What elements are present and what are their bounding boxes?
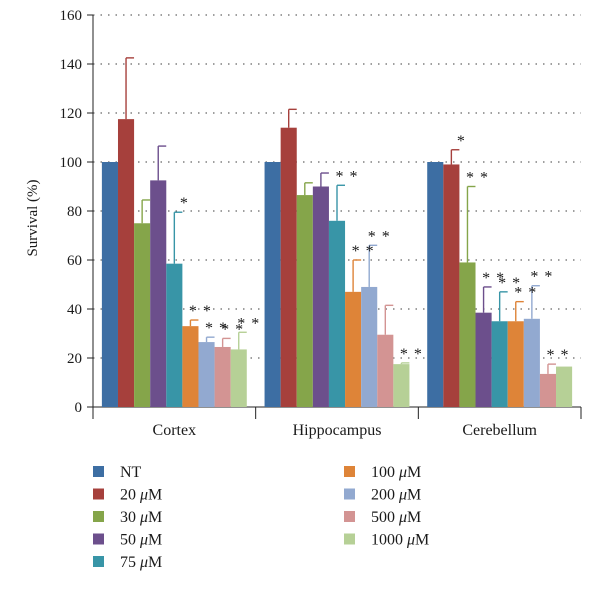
- y-axis: 0 20 40 60 80 100 120 140 160: [60, 8, 94, 416]
- x-axis: Cortex Hippocampus Cerebellum: [92, 406, 582, 439]
- legend-label: 30 μM: [120, 509, 162, 526]
- legend-label: 50 μM: [120, 532, 162, 549]
- legend-swatch: [344, 511, 355, 522]
- significance-mark: * *: [336, 168, 359, 185]
- bar: [134, 223, 151, 407]
- legend-label: NT: [120, 464, 142, 481]
- legend-item: NT: [93, 464, 142, 481]
- significance-mark: * *: [189, 303, 212, 320]
- bar: [101, 162, 118, 407]
- legend-swatch: [93, 533, 104, 545]
- bar: [264, 162, 281, 407]
- significance-mark: * *: [482, 270, 505, 287]
- bar: [523, 318, 540, 407]
- bar: [459, 262, 476, 407]
- legend-item: 100 μM: [344, 464, 421, 481]
- legend-item: 75 μM: [93, 554, 162, 571]
- bar: [377, 334, 394, 407]
- significance-mark: * *: [205, 320, 228, 337]
- legend-swatch: [344, 533, 355, 545]
- significance-mark: *: [180, 195, 189, 212]
- x-tick-label: Hippocampus: [293, 422, 382, 439]
- legend-item: 1000 μM: [344, 532, 429, 549]
- legend-swatch: [93, 511, 104, 522]
- significance-mark: *: [457, 133, 466, 150]
- legend-label: 100 μM: [371, 464, 421, 481]
- bar: [166, 263, 183, 407]
- bar: [393, 364, 410, 407]
- legend-label: 20 μM: [120, 487, 162, 504]
- bar: [296, 195, 313, 407]
- significance-marks: ** ** ** ** ** ** ** ** *** ** ** ** ** …: [180, 133, 569, 364]
- bar: [507, 321, 524, 407]
- bar: [427, 162, 444, 407]
- significance-mark: * *: [368, 228, 391, 245]
- y-tick-label: 100: [60, 155, 83, 171]
- bars: [101, 119, 573, 407]
- y-tick-label: 160: [60, 8, 83, 24]
- legend-swatch: [93, 556, 104, 567]
- significance-mark: * *: [466, 170, 489, 187]
- bar: [556, 366, 573, 407]
- bar: [345, 291, 362, 407]
- legend-label: 75 μM: [120, 554, 162, 571]
- legend-swatch: [93, 466, 104, 477]
- y-tick-label: 20: [67, 351, 82, 367]
- significance-mark: * *: [221, 321, 244, 338]
- significance-mark: * *: [546, 347, 569, 364]
- bar: [214, 346, 231, 407]
- legend-label: 200 μM: [371, 487, 421, 504]
- significance-mark: * *: [400, 346, 423, 363]
- x-tick-label: Cerebellum: [462, 422, 537, 439]
- significance-mark: * *: [514, 285, 537, 302]
- bar: [539, 373, 557, 407]
- error-bars: [125, 57, 556, 374]
- bar: [117, 119, 135, 407]
- y-axis-label: Survival (%): [25, 179, 41, 256]
- legend-swatch: [344, 466, 355, 477]
- bar: [312, 186, 329, 407]
- legend-swatch: [93, 488, 104, 500]
- bar: [443, 164, 460, 407]
- y-tick-label: 120: [60, 106, 83, 122]
- significance-mark: * *: [237, 315, 260, 332]
- legend-label: 500 μM: [371, 509, 421, 526]
- legend-item: 50 μM: [93, 532, 162, 549]
- y-tick-label: 140: [60, 57, 83, 73]
- legend-label: 1000 μM: [371, 532, 429, 549]
- bar: [280, 127, 297, 407]
- significance-mark: * *: [352, 243, 375, 260]
- y-tick-label: 60: [67, 253, 82, 269]
- bar: [230, 349, 247, 407]
- legend: NT 20 μM 30 μM 50 μM 75 μM 100 μM 200 μM 500 μM…: [93, 464, 429, 571]
- legend-item: 20 μM: [93, 487, 162, 504]
- y-tick-label: 0: [75, 400, 83, 416]
- bar: [361, 286, 378, 407]
- bar: [182, 326, 199, 407]
- bar: [491, 321, 508, 407]
- y-tick-label: 40: [67, 302, 82, 318]
- x-tick-label: Cortex: [153, 422, 197, 439]
- bar: [198, 342, 215, 407]
- bar: [150, 180, 167, 407]
- y-tick-label: 80: [67, 204, 82, 220]
- legend-swatch: [344, 488, 355, 500]
- legend-item: 30 μM: [93, 509, 162, 526]
- bar: [475, 312, 492, 407]
- significance-mark: * *: [530, 269, 553, 286]
- legend-item: 200 μM: [344, 487, 421, 504]
- legend-item: 500 μM: [344, 509, 421, 526]
- significance-mark: * *: [498, 275, 521, 292]
- bar: [328, 220, 346, 407]
